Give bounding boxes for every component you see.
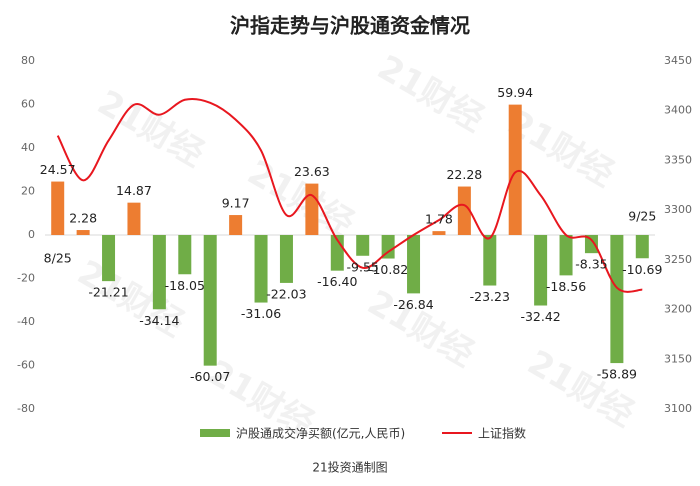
y-tick-label: -60 <box>17 359 35 372</box>
bar <box>635 235 649 259</box>
bar <box>508 104 522 236</box>
watermark: 21财经 <box>371 48 491 140</box>
legend-label: 沪股通成交净买额(亿元,人民币) <box>236 426 405 441</box>
bar <box>610 235 624 364</box>
bar <box>534 235 548 306</box>
index-line <box>56 97 643 293</box>
y2-tick-label: 3100 <box>664 402 692 415</box>
bar <box>229 215 243 235</box>
value-label: -60.07 <box>190 369 230 384</box>
value-label: -32.42 <box>520 309 560 324</box>
bar <box>178 235 192 275</box>
x-tick-label: 9/25 <box>628 209 656 224</box>
y2-tick-label: 3350 <box>664 153 692 166</box>
y-tick-label: -40 <box>17 315 35 328</box>
bar <box>356 235 370 256</box>
value-label: -8.35 <box>575 257 607 272</box>
bar <box>432 231 446 235</box>
legend-swatch <box>200 429 230 437</box>
y2-tick-label: 3400 <box>664 104 692 117</box>
bar <box>457 186 471 235</box>
chart-title: 沪指走势与沪股通资金情况 <box>230 14 470 38</box>
value-label: 22.28 <box>446 167 482 182</box>
bar <box>381 235 395 259</box>
bar <box>305 183 319 235</box>
value-label: -58.89 <box>597 367 637 382</box>
value-label: 23.63 <box>294 164 330 179</box>
y-tick-label: 40 <box>21 141 35 154</box>
y2-tick-label: 3150 <box>664 352 692 365</box>
y-tick-label: 20 <box>21 185 35 198</box>
bar <box>559 235 573 276</box>
value-label: -21.21 <box>88 285 128 300</box>
bar <box>254 235 268 303</box>
value-label: -18.05 <box>165 278 205 293</box>
value-label: -18.56 <box>546 279 586 294</box>
value-label: -10.82 <box>368 262 408 277</box>
bar <box>203 235 217 366</box>
value-label: 2.28 <box>69 211 97 226</box>
legend-label: 上证指数 <box>478 426 526 441</box>
bar <box>584 235 598 254</box>
value-label: 24.57 <box>40 162 76 177</box>
y2-tick-label: 3250 <box>664 253 692 266</box>
bar <box>102 235 116 282</box>
bar <box>279 235 293 283</box>
value-label: -9.55 <box>347 259 379 274</box>
value-label: 59.94 <box>497 85 533 100</box>
y-tick-label: -20 <box>17 272 35 285</box>
bar <box>407 235 421 294</box>
value-label: 14.87 <box>116 183 152 198</box>
value-label: -10.69 <box>622 262 662 277</box>
watermark: 21财经 <box>91 83 211 175</box>
y-tick-label: 60 <box>21 98 35 111</box>
y2-tick-label: 3450 <box>664 54 692 67</box>
x-tick-label: 8/25 <box>44 251 72 266</box>
value-label: -26.84 <box>393 297 433 312</box>
bar <box>76 230 90 235</box>
y-tick-label: 80 <box>21 54 35 67</box>
value-label: 9.17 <box>222 196 250 211</box>
value-label: -22.03 <box>266 286 306 301</box>
y2-tick-label: 3300 <box>664 203 692 216</box>
bar <box>152 235 166 310</box>
value-label: 1.78 <box>425 212 453 227</box>
source-note: 21投资通制图 <box>312 460 387 475</box>
bar <box>127 202 141 235</box>
y-tick-label: 0 <box>28 228 35 241</box>
y-tick-label: -80 <box>17 402 35 415</box>
value-label: -31.06 <box>241 306 281 321</box>
bar <box>483 235 497 286</box>
value-label: -34.14 <box>139 313 179 328</box>
value-label: -23.23 <box>470 289 510 304</box>
bar <box>51 181 65 235</box>
y2-tick-label: 3200 <box>664 303 692 316</box>
value-label: -16.40 <box>317 274 357 289</box>
